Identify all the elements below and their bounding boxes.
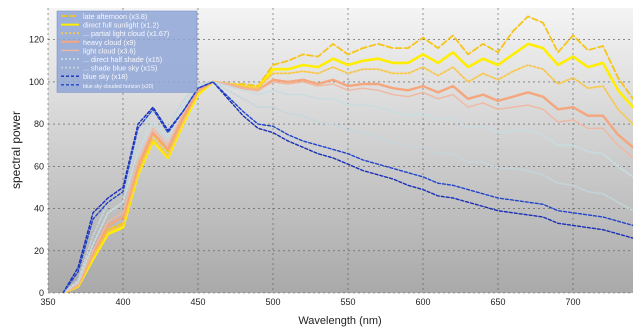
series-line-3	[61, 78, 633, 293]
y-tick-label: 40	[34, 204, 44, 214]
y-tick-label: 120	[29, 35, 44, 45]
legend-label: blue sky clouded horizon (x20)	[83, 84, 154, 90]
y-tick-label: 20	[34, 246, 44, 256]
x-tick-label: 600	[415, 297, 430, 307]
x-tick-label: 350	[40, 297, 55, 307]
y-axis-label: spectral power	[9, 111, 23, 189]
series-line-7	[62, 81, 633, 293]
y-tick-label: 100	[29, 77, 44, 87]
legend-box	[56, 10, 198, 93]
y-tick-label: 0	[39, 288, 44, 298]
series-line-4	[62, 81, 633, 293]
x-tick-label: 400	[115, 297, 130, 307]
legend-label: heavy cloud (x9)	[83, 38, 136, 47]
x-tick-label: 650	[490, 297, 505, 307]
legend-label: ... shade blue sky (x15)	[83, 64, 157, 73]
x-tick-label: 450	[190, 297, 205, 307]
series-line-0	[62, 15, 633, 293]
legend-label: late afternoon (x3.8)	[83, 12, 147, 21]
legend-label: light cloud (x3.6)	[83, 46, 136, 55]
series-line-1	[61, 42, 633, 293]
x-tick-label: 550	[340, 297, 355, 307]
x-axis-label: Wavelength (nm)	[298, 315, 381, 327]
x-tick-label: 700	[565, 297, 580, 307]
y-tick-label: 60	[34, 161, 44, 171]
y-tick-label: 80	[34, 119, 44, 129]
legend-label: ... direct half shade (x15)	[83, 55, 162, 64]
series-line-2	[62, 64, 633, 293]
legend-label: direct full sunlight (x1.2)	[83, 21, 159, 30]
series-line-8	[62, 81, 633, 293]
legend-label: ... partial light cloud (x1.67)	[83, 29, 169, 38]
legend-label: blue sky (x18)	[83, 72, 128, 81]
series-line-5	[62, 81, 633, 293]
x-tick-label: 500	[265, 297, 280, 307]
axes: 350 400 450 500 550 600 650 700 0 20 40 60 80 100 120	[29, 35, 581, 307]
series-lines	[61, 15, 633, 293]
legend: late afternoon (x3.8)direct full sunligh…	[56, 10, 198, 93]
